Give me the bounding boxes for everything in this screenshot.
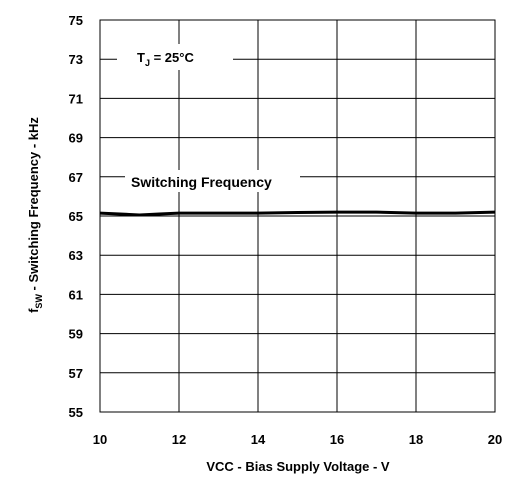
y-tick-label: 57: [69, 366, 83, 381]
x-tick-labels: 10 12 14 16 18 20: [93, 432, 502, 447]
y-tick-label: 59: [69, 327, 83, 342]
x-tick-label: 14: [251, 432, 266, 447]
x-tick-label: 20: [488, 432, 502, 447]
x-tick-label: 10: [93, 432, 107, 447]
annotation-temperature: TJ = 25°C: [137, 50, 194, 68]
y-tick-label: 63: [69, 248, 83, 263]
x-tick-label: 12: [172, 432, 186, 447]
x-tick-label: 16: [330, 432, 344, 447]
series-group: [99, 210, 496, 217]
y-tick-label: 61: [69, 287, 83, 302]
y-tick-label: 75: [69, 13, 83, 28]
y-tick-labels: 55 57 59 61 63 65 67 69 71 73 75: [69, 13, 83, 420]
y-tick-label: 69: [69, 131, 83, 146]
series-label: Switching Frequency: [131, 174, 272, 190]
series-line-switching-frequency: [99, 210, 496, 217]
annotation-background: [117, 44, 233, 70]
y-tick-label: 73: [69, 52, 83, 67]
y-axis-label: fSW - Switching Frequency - kHz: [26, 117, 44, 313]
y-tick-label: 65: [69, 209, 83, 224]
y-tick-label: 67: [69, 170, 83, 185]
y-tick-label: 55: [69, 405, 83, 420]
plot-frame: [99, 19, 496, 413]
x-tick-label: 18: [409, 432, 423, 447]
grid: [99, 19, 496, 413]
series-label-background: [125, 170, 300, 192]
y-tick-label: 71: [69, 91, 83, 106]
x-axis-label: VCC - Bias Supply Voltage - V: [206, 459, 390, 474]
